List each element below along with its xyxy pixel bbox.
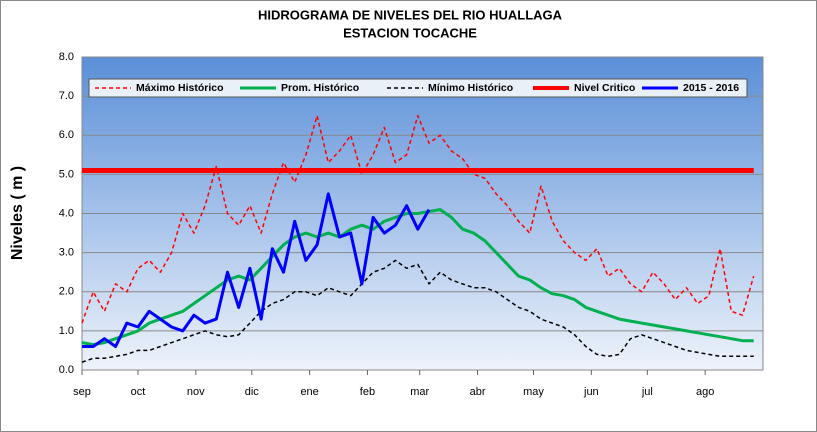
x-tick-label: oct xyxy=(131,386,146,398)
x-tick-label: ago xyxy=(696,386,714,398)
y-tick-label: 8.0 xyxy=(59,51,74,63)
chart-title: HIDROGRAMA DE NIVELES DEL RIO HUALLAGA xyxy=(258,7,563,22)
x-tick-label: nov xyxy=(187,386,205,398)
y-tick-label: 0.0 xyxy=(59,364,74,376)
legend: Máximo Histórico Prom. Histórico Mínimo Hi… xyxy=(88,78,748,98)
x-tick-label: may xyxy=(523,386,544,398)
y-tick-label: 3.0 xyxy=(59,247,74,259)
chart-subtitle: ESTACION TOCACHE xyxy=(343,25,477,40)
y-tick-label: 5.0 xyxy=(59,168,74,180)
series-line xyxy=(81,208,754,347)
x-tick-label: jul xyxy=(641,386,653,398)
y-tick-label: 4.0 xyxy=(59,207,74,219)
x-tick-label: mar xyxy=(410,386,429,398)
x-tick-label: feb xyxy=(360,386,375,398)
y-tick-label: 1.0 xyxy=(59,325,74,337)
y-tick-label: 2.0 xyxy=(59,286,74,298)
x-tick-label: abr xyxy=(470,386,486,398)
y-tick-label: 7.0 xyxy=(59,90,74,102)
x-tick-label: sep xyxy=(73,386,91,398)
x-tick-label: dic xyxy=(245,386,260,398)
legend-label: Máximo Histórico xyxy=(136,82,224,94)
x-tick-label: ene xyxy=(300,386,318,398)
legend-label: Mínimo Histórico xyxy=(428,82,513,94)
legend-label: Prom. Histórico xyxy=(281,82,359,94)
series-line xyxy=(81,259,754,363)
legend-label: Nivel Critico xyxy=(574,82,635,94)
y-tick-label: 6.0 xyxy=(59,129,74,141)
y-axis-label: Niveles ( m ) xyxy=(9,166,26,260)
series-line xyxy=(81,114,755,324)
lines xyxy=(81,114,755,363)
x-tick-label: jun xyxy=(583,386,599,398)
legend-label: 2015 - 2016 xyxy=(683,82,739,94)
series-line xyxy=(82,192,431,348)
